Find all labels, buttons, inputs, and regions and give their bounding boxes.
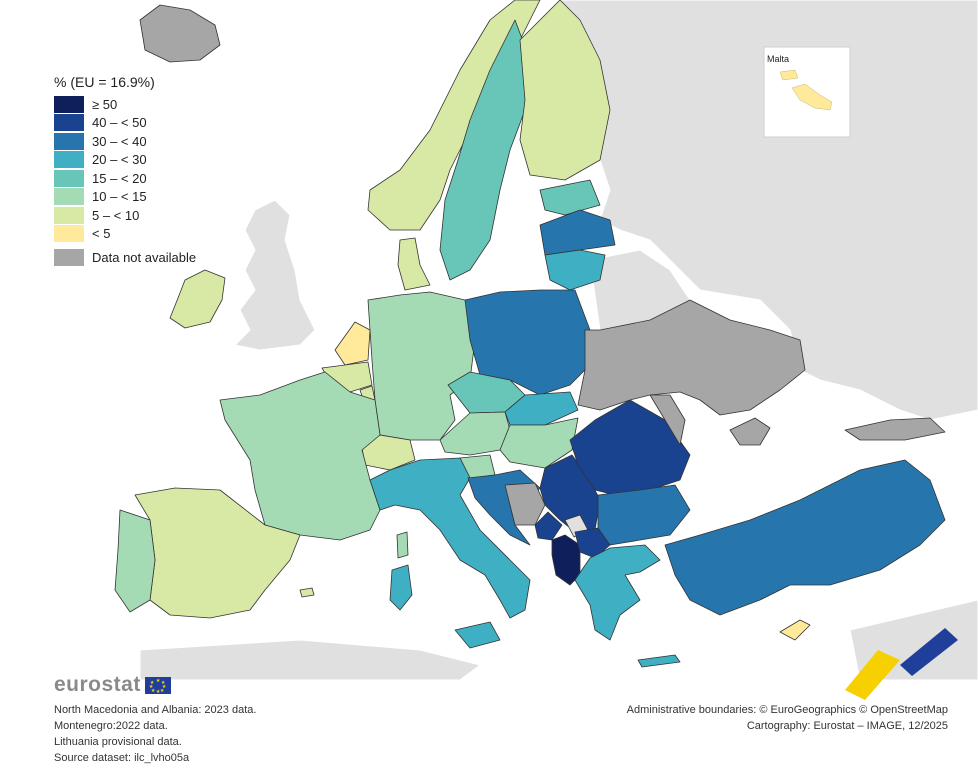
footnotes: North Macedonia and Albania: 2023 data. … bbox=[54, 702, 256, 766]
legend-item: 40 – < 50 bbox=[54, 114, 196, 133]
balearics bbox=[299, 587, 315, 598]
sweden bbox=[439, 19, 531, 281]
estonia bbox=[539, 179, 601, 216]
legend-label: 20 – < 30 bbox=[92, 152, 147, 168]
legend-item: 30 – < 40 bbox=[54, 132, 196, 151]
iceland bbox=[139, 4, 221, 63]
hungary bbox=[499, 417, 579, 469]
legend-item-na: Data not available bbox=[54, 248, 196, 267]
footnote: Montenegro:2022 data. bbox=[54, 720, 168, 732]
albania bbox=[551, 534, 581, 586]
eurostat-corner-graphic bbox=[845, 628, 958, 700]
credits: Administrative boundaries: © EuroGeograp… bbox=[627, 702, 948, 734]
countries bbox=[114, 0, 946, 668]
crimea bbox=[729, 417, 771, 446]
turkey bbox=[664, 459, 946, 616]
portugal bbox=[114, 509, 156, 613]
gozo-island bbox=[779, 69, 799, 81]
legend-swatch bbox=[54, 151, 84, 169]
lithuania bbox=[544, 249, 606, 291]
moldova bbox=[649, 394, 686, 446]
source-note: Source dataset: ilc_lvho05a bbox=[54, 752, 190, 764]
ireland bbox=[169, 269, 226, 329]
legend-title: % (EU = 16.9%) bbox=[54, 74, 155, 90]
germany bbox=[367, 291, 476, 441]
netherlands bbox=[334, 321, 371, 366]
legend-label: ≥ 50 bbox=[92, 96, 118, 112]
malta-island bbox=[791, 83, 833, 111]
legend-label: 40 – < 50 bbox=[92, 115, 147, 131]
boundaries-credit: Administrative boundaries: © EuroGeograp… bbox=[626, 704, 948, 716]
legend-swatch bbox=[54, 95, 84, 113]
cartography-credit: Cartography: Eurostat – IMAGE, 12/2025 bbox=[746, 720, 948, 732]
legend-swatch bbox=[54, 169, 84, 187]
legend-item: 15 – < 20 bbox=[54, 169, 196, 188]
eurostat-wordmark: eurostat bbox=[54, 673, 141, 696]
legend-swatch bbox=[54, 132, 84, 150]
denmark bbox=[397, 237, 431, 291]
sicily bbox=[454, 621, 501, 649]
footnote: North Macedonia and Albania: 2023 data. bbox=[54, 704, 257, 716]
legend-label: 5 – < 10 bbox=[92, 207, 140, 223]
footnote: Lithuania provisional data. bbox=[54, 736, 182, 748]
sardinia bbox=[389, 564, 413, 611]
finland bbox=[519, 0, 611, 181]
bulgaria bbox=[597, 484, 691, 546]
legend-swatch bbox=[54, 225, 84, 243]
poland bbox=[464, 289, 591, 396]
legend-label: 10 – < 15 bbox=[92, 189, 147, 205]
map-legend: % (EU = 16.9%) ≥ 50 40 – < 50 30 – < 40 20 … bbox=[54, 74, 196, 267]
ukraine bbox=[577, 299, 806, 416]
great-britain bbox=[233, 199, 316, 351]
legend-items: ≥ 50 40 – < 50 30 – < 40 20 – < 30 15 – < 20… bbox=[54, 95, 196, 243]
malta-inset-label: Malta bbox=[767, 54, 790, 64]
romania bbox=[569, 399, 691, 496]
background-land bbox=[139, 0, 978, 681]
legend-label: 15 – < 20 bbox=[92, 170, 147, 186]
legend-item: < 5 bbox=[54, 225, 196, 244]
legend-swatch bbox=[54, 114, 84, 132]
eurostat-logo: eurostat ★ ★ ★ ★ ★ ★ ★ ★ bbox=[54, 673, 171, 697]
greece bbox=[574, 544, 661, 641]
legend-swatch bbox=[54, 188, 84, 206]
eu-flag-icon: ★ ★ ★ ★ ★ ★ ★ ★ bbox=[144, 676, 171, 694]
malta-inset bbox=[763, 46, 851, 138]
crete bbox=[637, 654, 681, 668]
legend-item: 20 – < 30 bbox=[54, 151, 196, 170]
legend-label-na: Data not available bbox=[92, 249, 197, 265]
montenegro bbox=[534, 511, 563, 541]
legend-item: 10 – < 15 bbox=[54, 188, 196, 207]
cyprus bbox=[779, 619, 811, 641]
legend-item: ≥ 50 bbox=[54, 95, 196, 114]
legend-item: 5 – < 10 bbox=[54, 206, 196, 225]
legend-swatch-na bbox=[54, 248, 84, 266]
georgia bbox=[844, 417, 946, 441]
italy bbox=[369, 457, 531, 619]
north-africa bbox=[139, 639, 482, 681]
legend-swatch bbox=[54, 206, 84, 224]
legend-label: < 5 bbox=[92, 226, 111, 242]
legend-label: 30 – < 40 bbox=[92, 133, 147, 149]
corsica bbox=[396, 531, 409, 559]
